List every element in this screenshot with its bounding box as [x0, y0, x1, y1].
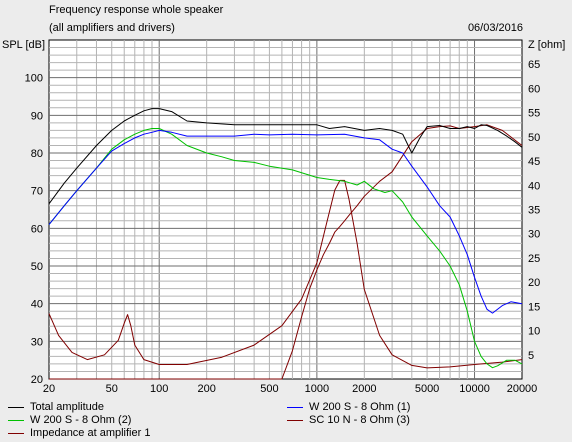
y-right-tick-label: 20	[528, 277, 540, 289]
y-left-tick-label: 90	[31, 110, 43, 122]
legend-label: W 200 S - 8 Ohm (1)	[309, 401, 411, 413]
grid	[49, 40, 522, 379]
tick-labels: 20 50 100 200 500 1000 2000 5000 10000 20000 20 30 4…	[25, 59, 541, 395]
x-tick-label: 5000	[415, 383, 439, 395]
legend-swatch	[8, 407, 24, 408]
x-tick-label: 200	[197, 383, 215, 395]
y-right-tick-label: 15	[528, 301, 540, 313]
plot-area	[48, 39, 523, 380]
series-line-w-200-s-8-ohm-2	[48, 128, 523, 369]
chart-title: Frequency response whole speaker	[49, 4, 224, 16]
y-left-tick-label: 100	[25, 73, 43, 85]
y-left-tick-label: 30	[31, 336, 43, 348]
y-axis-right-label: Z [ohm]	[528, 39, 565, 51]
x-tick-label: 10000	[459, 383, 490, 395]
y-right-tick-label: 5	[528, 350, 534, 362]
legend-label: SC 10 N - 8 Ohm (3)	[309, 414, 410, 426]
y-left-tick-label: 20	[31, 374, 43, 386]
legend-label: Total amplitude	[30, 401, 104, 413]
chart-date: 06/03/2016	[468, 22, 523, 34]
y-right-tick-label: 40	[528, 180, 540, 192]
y-left-tick-label: 50	[31, 261, 43, 273]
y-left-tick-label: 60	[31, 223, 43, 235]
y-right-tick-label: 10	[528, 326, 540, 338]
legend-swatch	[8, 420, 24, 421]
series-line-impedance-at-amplifier-1	[48, 179, 523, 369]
series-line-total-amplitude	[48, 108, 523, 205]
legend-label: Impedance at amplifier 1	[30, 427, 151, 439]
y-right-tick-label: 60	[528, 83, 540, 95]
y-left-tick-label: 80	[31, 148, 43, 160]
y-left-tick-label: 40	[31, 299, 43, 311]
y-right-tick-label: 45	[528, 156, 540, 168]
x-tick-label: 20000	[507, 383, 538, 395]
legend-swatch	[287, 407, 303, 408]
series-group	[48, 108, 523, 380]
x-tick-label: 1000	[305, 383, 329, 395]
legend-label: W 200 S - 8 Ohm (2)	[30, 414, 132, 426]
x-tick-label: 500	[260, 383, 278, 395]
legend-swatch	[8, 433, 24, 434]
legend-swatch	[287, 420, 303, 421]
x-tick-label: 2000	[352, 383, 376, 395]
series-line-w-200-s-8-ohm-1	[48, 129, 523, 314]
y-right-tick-label: 35	[528, 205, 540, 217]
chart-subtitle: (all amplifiers and drivers)	[49, 22, 175, 34]
series-line-sc-10-n-8-ohm-3	[49, 124, 523, 380]
y-axis-left-label: SPL [dB]	[2, 39, 45, 51]
y-right-tick-label: 65	[528, 59, 540, 71]
y-right-tick-label: 55	[528, 108, 540, 120]
y-right-tick-label: 30	[528, 229, 540, 241]
x-tick-label: 50	[106, 383, 118, 395]
y-left-tick-label: 70	[31, 186, 43, 198]
y-right-tick-label: 25	[528, 253, 540, 265]
y-right-tick-label: 50	[528, 132, 540, 144]
x-tick-label: 20	[43, 383, 55, 395]
x-tick-label: 100	[150, 383, 168, 395]
